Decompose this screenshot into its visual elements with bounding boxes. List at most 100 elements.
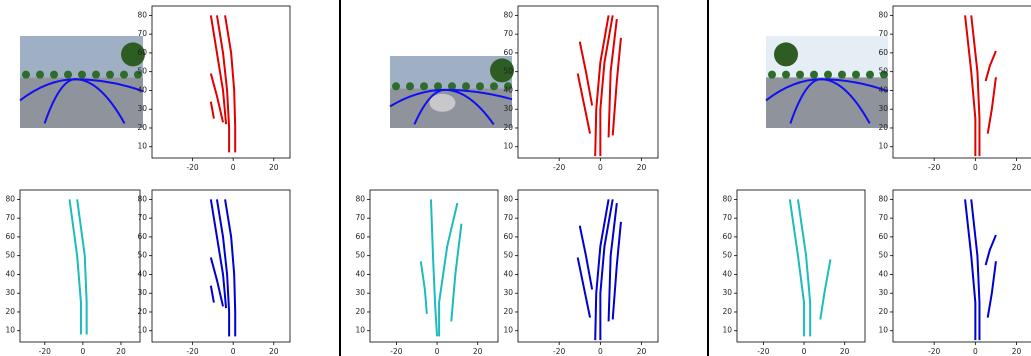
tree: [64, 70, 72, 79]
camera-image: [389, 56, 514, 128]
tree: [866, 70, 874, 79]
lane-line: [599, 199, 614, 341]
y-tick-label: 70: [722, 213, 732, 222]
tree: [476, 82, 484, 91]
y-tick-label: 80: [5, 194, 15, 203]
lane-line: [209, 15, 228, 125]
y-tick-label: 80: [878, 194, 888, 203]
y-tick-label: 80: [878, 10, 888, 19]
x-tick-label: -20: [186, 163, 198, 172]
y-tick-label: 80: [722, 194, 732, 203]
lane-line: [215, 15, 231, 153]
y-tick-label: 80: [137, 10, 147, 19]
lane-line: [611, 221, 622, 320]
x-tick-label: -20: [928, 347, 940, 356]
y-tick-label: 30: [355, 288, 365, 297]
x-tick-label: 20: [116, 347, 126, 356]
x-tick-label: 0: [231, 347, 236, 356]
x-tick-label: 20: [269, 163, 279, 172]
tree: [448, 82, 456, 91]
x-tick-label: 0: [973, 163, 978, 172]
x-tick-label: 20: [840, 347, 850, 356]
lane-line: [76, 199, 88, 335]
tree: [120, 70, 128, 79]
lane-line: [986, 77, 997, 134]
y-tick-label: 10: [355, 326, 365, 335]
lane-line: [576, 257, 592, 318]
y-tick-label: 80: [137, 194, 147, 203]
lane-line: [419, 261, 428, 314]
camera-image: [19, 36, 145, 128]
lane-line: [68, 199, 82, 335]
x-tick-label: -20: [553, 347, 565, 356]
y-tick-label: 50: [355, 251, 365, 260]
y-tick-label: 20: [5, 307, 15, 316]
tree: [92, 70, 100, 79]
lane-line: [611, 37, 622, 136]
x-tick-label: 0: [802, 347, 807, 356]
y-tick-label: 50: [137, 67, 147, 76]
y-tick-label: 80: [503, 194, 513, 203]
x-tick-label: 20: [269, 347, 279, 356]
tree: [774, 42, 798, 67]
tree: [838, 70, 846, 79]
lane-line: [450, 223, 463, 322]
tree: [406, 82, 414, 91]
y-tick-label: 30: [878, 104, 888, 113]
x-tick-label: 0: [231, 163, 236, 172]
y-tick-label: 60: [137, 232, 147, 241]
y-tick-label: 70: [355, 213, 365, 222]
x-tick-label: 20: [1012, 163, 1022, 172]
lane-overlay: [765, 78, 821, 102]
y-tick-label: 30: [722, 288, 732, 297]
y-tick-label: 60: [878, 232, 888, 241]
lane-line: [607, 19, 618, 138]
y-tick-label: 20: [503, 307, 513, 316]
y-tick-label: 40: [878, 269, 888, 278]
lane-line: [964, 199, 977, 341]
tree: [490, 58, 514, 83]
lane-line: [796, 199, 812, 337]
y-tick-label: 40: [503, 85, 513, 94]
y-tick-label: 50: [878, 67, 888, 76]
y-tick-label: 40: [355, 269, 365, 278]
y-tick-label: 60: [355, 232, 365, 241]
y-tick-label: 30: [5, 288, 15, 297]
lane-line: [607, 203, 618, 322]
x-tick-label: -20: [390, 347, 402, 356]
x-tick-label: 0: [973, 347, 978, 356]
tree: [880, 70, 888, 79]
x-tick-label: 20: [637, 347, 647, 356]
y-tick-label: 70: [503, 213, 513, 222]
tree: [824, 70, 832, 79]
y-tick-label: 50: [137, 251, 147, 260]
lane-overlay: [444, 88, 513, 101]
y-tick-label: 70: [137, 213, 147, 222]
y-tick-label: 70: [503, 29, 513, 38]
y-tick-label: 60: [722, 232, 732, 241]
x-tick-label: 20: [1012, 347, 1022, 356]
y-tick-label: 70: [5, 213, 15, 222]
lane-overlay: [19, 78, 76, 102]
tree: [106, 70, 114, 79]
y-tick-label: 70: [878, 29, 888, 38]
y-tick-label: 80: [355, 194, 365, 203]
y-tick-label: 30: [878, 288, 888, 297]
y-tick-label: 50: [722, 251, 732, 260]
tree: [768, 70, 776, 79]
y-tick-label: 10: [503, 142, 513, 151]
tree: [490, 82, 498, 91]
car: [429, 93, 456, 112]
y-tick-label: 10: [137, 326, 147, 335]
lane-line: [209, 257, 225, 307]
y-tick-label: 10: [5, 326, 15, 335]
tree: [782, 70, 790, 79]
tree: [810, 70, 818, 79]
plot-frame: [736, 189, 866, 343]
lane-line: [599, 15, 614, 157]
y-tick-label: 60: [137, 48, 147, 57]
tree: [852, 70, 860, 79]
tree: [121, 42, 145, 67]
x-tick-label: 0: [598, 163, 603, 172]
